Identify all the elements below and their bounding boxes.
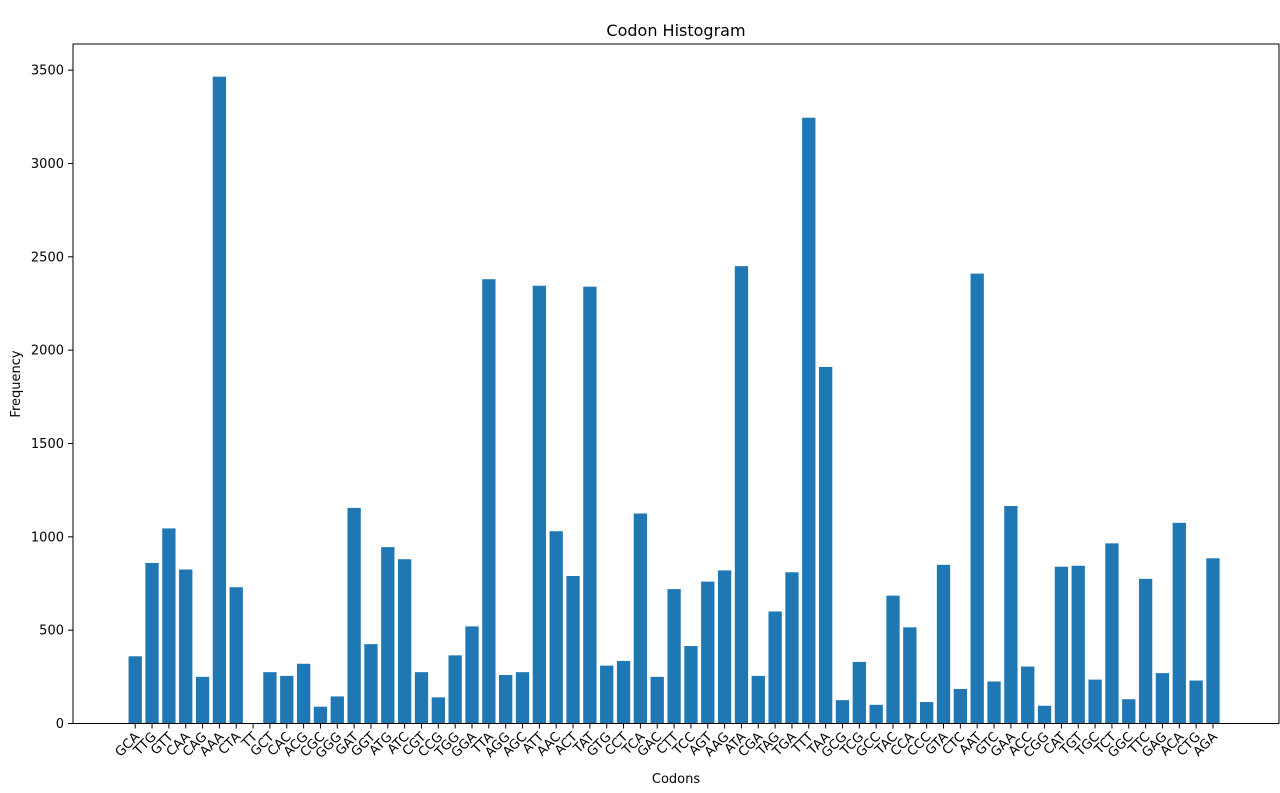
bar-gga [465, 626, 479, 724]
bar-gca [128, 656, 142, 724]
bar-ccg [431, 697, 445, 724]
bar-atc [397, 559, 412, 724]
bar-gag [1155, 673, 1170, 724]
bar-gcc [869, 704, 883, 724]
bar-ttg [145, 562, 159, 724]
bar-aaa [212, 76, 227, 724]
bar-tag [768, 611, 782, 724]
bar-tcg [852, 661, 866, 724]
bar-cac [280, 675, 294, 724]
bar-ggt [364, 644, 378, 724]
bar-gtg [600, 665, 614, 724]
bar-acc [1021, 666, 1035, 724]
y-tick-label: 3500 [31, 64, 64, 79]
bar-tgg [448, 655, 462, 724]
y-tick-label: 0 [56, 717, 64, 732]
y-tick-label: 2500 [31, 250, 64, 265]
bar-ttt [802, 117, 816, 724]
bar-gtc [987, 681, 1001, 724]
bar-cct [616, 660, 631, 724]
bar-ccc [920, 702, 934, 724]
bar-act [566, 576, 580, 724]
bar-cat [1054, 566, 1069, 724]
bar-ctc [953, 688, 968, 724]
bar-tgc [1088, 679, 1102, 724]
bar-tgt [1071, 565, 1085, 724]
bar-tac [886, 595, 900, 724]
bar-gaa [1004, 506, 1018, 724]
y-tick-label: 500 [39, 624, 64, 639]
bar-tta [482, 279, 496, 724]
bar-tca [633, 513, 648, 724]
bar-aat [970, 273, 984, 724]
bar-tat [583, 286, 597, 724]
bar-att [532, 285, 547, 724]
bar-aga [1206, 558, 1220, 724]
bar-atg [381, 547, 395, 724]
y-axis-ticks: 0 500 1000 1500 2000 2500 3000 3500 [31, 64, 73, 732]
y-tick-label: 1000 [31, 530, 64, 545]
bar-tct [1105, 543, 1119, 724]
bar-ata [734, 266, 749, 724]
bar-ctg [1189, 680, 1203, 724]
bar-ctt [667, 589, 681, 724]
bar-ttc [1138, 578, 1153, 724]
bar-gct [263, 672, 277, 724]
x-axis-ticks: GCATTGGTTCAACAGAAACTATTGCTCACACGCGCGGGGA… [113, 723, 1221, 762]
chart-title: Codon Histogram [606, 21, 745, 40]
y-tick-label: 1500 [31, 437, 64, 452]
bar-gta [936, 564, 951, 724]
bar-agt [701, 581, 715, 724]
bar-gtt [162, 528, 176, 724]
bar-cta [229, 587, 243, 724]
bar-cgc [313, 706, 328, 724]
bar-cgg [1037, 705, 1052, 724]
bar-caa [179, 569, 193, 724]
bar-gcg [835, 700, 850, 724]
bars [128, 76, 1220, 724]
bar-agc [515, 672, 530, 724]
bar-cga [751, 675, 765, 724]
bar-ggc [1122, 699, 1136, 724]
y-tick-label: 3000 [31, 157, 64, 172]
bar-aca [1172, 522, 1186, 724]
bar-gat [347, 507, 361, 724]
bar-aac [549, 531, 563, 724]
y-axis-label: Frequency [9, 350, 24, 417]
x-axis-label: Codons [652, 772, 700, 787]
bar-cca [903, 627, 917, 724]
bar-gac [650, 676, 664, 724]
bar-aag [717, 570, 732, 724]
y-tick-label: 2000 [31, 344, 64, 359]
bar-agg [499, 674, 513, 724]
bar-tcc [684, 646, 698, 724]
plot-frame [72, 43, 1280, 724]
bar-ggg [330, 696, 344, 724]
bar-taa [818, 366, 833, 724]
bar-cag [195, 676, 210, 724]
bar-cgt [414, 672, 429, 724]
bar-tga [785, 572, 799, 724]
bar-acg [296, 663, 311, 724]
